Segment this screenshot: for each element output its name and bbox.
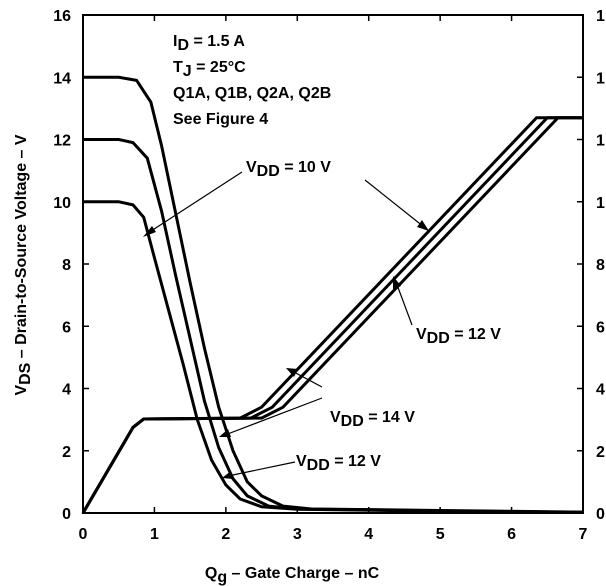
info-text-rest: = 25°C — [192, 59, 246, 76]
info-text-sub: J — [183, 63, 192, 80]
x-tick-label: 4 — [364, 526, 373, 543]
annotation-sub: DD — [307, 457, 330, 474]
y2-tick-label: 1 — [596, 8, 605, 25]
annotation-sub: DD — [341, 413, 364, 430]
info-text-main: T — [173, 59, 183, 76]
annotation-rest: = 14 V — [364, 409, 415, 426]
info-text-sub: D — [177, 37, 189, 54]
y-axis-title-main: V — [13, 385, 30, 396]
x-tick-label: 3 — [293, 526, 302, 543]
x-axis-title-rest: – Gate Charge – nC — [227, 565, 379, 582]
x-tick-label: 6 — [507, 526, 516, 543]
y-tick-label: 16 — [53, 8, 71, 25]
x-tick-label: 5 — [436, 526, 445, 543]
y2-tick-label: 2 — [596, 444, 605, 461]
annotation: VDD = 10 V — [246, 159, 331, 180]
y2-tick-label: 6 — [596, 319, 605, 336]
annotation-main: V — [246, 159, 257, 176]
y-axis-title: VDS – Drain-to-Source Voltage – V — [13, 134, 34, 395]
info-text-rest: = 1.5 A — [189, 33, 245, 50]
y-tick-label: 0 — [62, 506, 71, 523]
y2-tick-label: 1 — [596, 195, 605, 212]
annotation: VDD = 14 V — [330, 409, 415, 430]
info-text-main: Q1A, Q1B, Q2A, Q2B — [173, 85, 331, 102]
arrowhead — [143, 226, 156, 237]
y-tick-label: 4 — [62, 382, 71, 399]
annotation-sub: DD — [257, 163, 280, 180]
plot-frame — [82, 14, 584, 514]
y-tick-label: 14 — [53, 70, 71, 87]
x-tick-label: 1 — [150, 526, 159, 543]
x-axis-title-sub: g — [217, 569, 227, 586]
arrow — [227, 461, 296, 477]
y-axis-title-rest: – Drain-to-Source Voltage – V — [13, 134, 30, 363]
arrowhead — [417, 220, 429, 231]
info-text-main: See Figure 4 — [173, 111, 268, 128]
annotation-main: V — [330, 409, 341, 426]
y-tick-label: 2 — [62, 444, 71, 461]
y-tick-label: 12 — [53, 133, 71, 150]
curve — [81, 116, 583, 514]
x-axis-title: Qg – Gate Charge – nC — [205, 565, 380, 586]
annotation-sub: DD — [427, 330, 450, 347]
y2-tick-label: 1 — [596, 133, 605, 150]
info-text: Q1A, Q1B, Q2A, Q2B — [173, 85, 331, 102]
y-axis-title-sub: DS — [17, 362, 34, 385]
arrow — [364, 179, 425, 228]
annotation-rest: = 12 V — [330, 453, 381, 470]
y-tick-label: 6 — [62, 319, 71, 336]
y-tick-label: 10 — [53, 195, 71, 212]
y2-tick-label: 4 — [596, 382, 605, 399]
info-text-main: I — [173, 33, 177, 50]
arrow — [224, 397, 323, 436]
arrow — [147, 171, 243, 234]
info-text: TJ = 25°C — [173, 59, 246, 80]
annotation: VDD = 12 V — [416, 326, 501, 347]
annotation-rest: = 10 V — [280, 159, 331, 176]
annotation-main: V — [296, 453, 307, 470]
arrow — [291, 370, 323, 388]
y2-tick-label: 0 — [596, 506, 605, 523]
x-tick-label: 7 — [579, 526, 588, 543]
x-tick-label: 2 — [221, 526, 230, 543]
curve — [83, 75, 584, 514]
y2-tick-label: 8 — [596, 257, 605, 274]
annotation-main: V — [416, 326, 427, 343]
annotation: VDD = 12 V — [296, 453, 381, 474]
annotation-rest: = 12 V — [450, 326, 501, 343]
arrow — [395, 281, 413, 326]
y2-tick-label: 1 — [596, 70, 605, 87]
info-text: ID = 1.5 A — [173, 33, 245, 54]
x-tick-label: 0 — [79, 526, 88, 543]
info-text: See Figure 4 — [173, 111, 268, 128]
x-axis-title-main: Q — [205, 565, 217, 582]
y-tick-label: 8 — [62, 257, 71, 274]
